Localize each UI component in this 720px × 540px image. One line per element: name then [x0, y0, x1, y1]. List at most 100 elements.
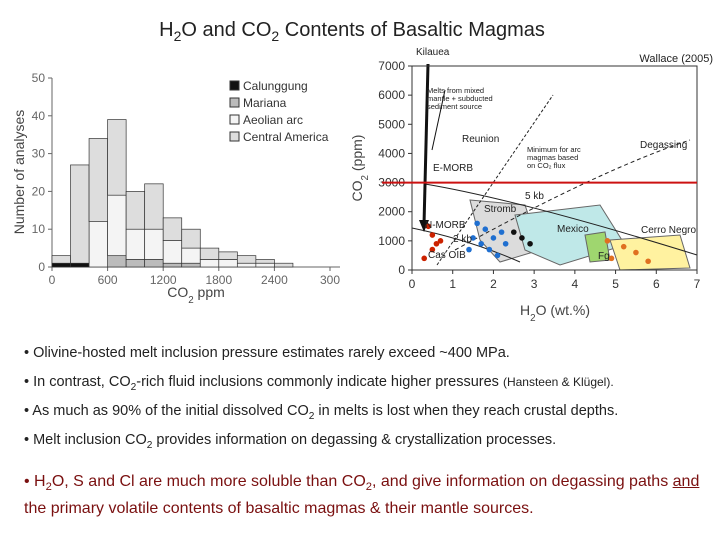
- bar: [255, 262, 275, 268]
- minimum-line: [436, 94, 554, 266]
- bar: [199, 247, 220, 260]
- bullet-text: • Olivine-hosted melt inclusion pressure…: [24, 345, 510, 361]
- annotation: mantle + subducted: [427, 94, 493, 103]
- annotation: Cerro Negro: [641, 225, 696, 236]
- y-tick-label: 0: [38, 260, 45, 274]
- bar: [125, 259, 146, 268]
- bullet-text: -rich fluid inclusions commonly indicate…: [136, 374, 503, 390]
- bar: [255, 259, 275, 264]
- isobar: [424, 183, 698, 256]
- x-tick-label: 5: [612, 277, 619, 291]
- annotation: Stromb: [484, 204, 517, 215]
- legend-swatch: [229, 131, 240, 142]
- x-tick-label: 2400: [261, 273, 288, 287]
- bullet-citation: (Hansteen & Klügel).: [502, 375, 614, 389]
- bar: [107, 255, 127, 268]
- annotation: Cas OIB: [428, 250, 466, 261]
- bullet-text: in melts is lost when they reach crustal…: [314, 403, 619, 419]
- bar: [51, 262, 71, 268]
- y-tick-label: 10: [32, 222, 46, 236]
- y-tick-label: 50: [32, 71, 46, 85]
- bar: [181, 228, 201, 249]
- legend-label: Aeolian arc: [243, 113, 303, 127]
- bar: [88, 221, 108, 268]
- point: [608, 255, 615, 262]
- annotation: 5 kb: [525, 191, 544, 202]
- bar: [162, 217, 183, 241]
- label-sub: 2: [530, 313, 535, 324]
- label-part: CO: [167, 284, 188, 300]
- bar: [218, 259, 238, 268]
- bullet-sub: 2: [308, 410, 315, 422]
- legend-label: Calunggung: [243, 79, 308, 93]
- bar: [236, 255, 257, 264]
- point: [604, 238, 611, 244]
- charts: H2O and CO2 Contents of Basaltic Magmas …: [11, 19, 713, 324]
- bullet-sub: 2: [130, 381, 137, 393]
- bullet-text: , and give information on degassing path…: [372, 473, 673, 490]
- point: [519, 235, 525, 241]
- bar: [218, 251, 238, 260]
- legend-swatch: [229, 114, 240, 125]
- y-tick-label: 7000: [378, 59, 405, 73]
- arrow: [431, 89, 446, 151]
- slide-title: H2O and CO2 Contents of Basaltic Magmas: [159, 19, 545, 44]
- point: [490, 235, 497, 241]
- point: [527, 240, 533, 247]
- y-tick-label: 2000: [378, 205, 405, 219]
- annotation: sediment source: [427, 102, 482, 111]
- bar: [88, 138, 108, 222]
- bar: [181, 262, 201, 268]
- y-tick-label: 1000: [378, 234, 405, 248]
- bar: [107, 194, 127, 257]
- label-part: (ppm): [349, 135, 365, 175]
- title-part: Contents of Basaltic Magmas: [279, 19, 545, 41]
- bullet-sub: 2: [146, 439, 153, 451]
- point: [425, 223, 432, 230]
- point: [466, 246, 472, 253]
- y-tick-label: 6000: [378, 88, 405, 102]
- title-sub: 2: [174, 28, 182, 44]
- bullet: • In contrast, CO2-rich fluid inclusions…: [24, 374, 714, 393]
- point: [470, 235, 476, 241]
- title-part: O and CO: [181, 19, 271, 41]
- bar: [125, 228, 146, 260]
- x-tick-label: 1800: [205, 273, 232, 287]
- point: [482, 226, 489, 232]
- bar: [199, 259, 220, 268]
- point: [502, 240, 509, 247]
- point: [494, 252, 501, 259]
- source: Wallace (2005): [639, 53, 713, 65]
- point: [498, 229, 505, 235]
- label-sub: 2: [360, 175, 371, 180]
- label-part: O (wt.%): [536, 302, 590, 318]
- bullet: • Melt inclusion CO2 provides informatio…: [24, 432, 714, 451]
- title-part: H: [159, 19, 173, 41]
- x-tick-label: 1: [449, 277, 456, 291]
- bar: [162, 240, 183, 264]
- bullet-text: • Melt inclusion CO: [24, 432, 147, 448]
- x-tick-label: 2: [490, 277, 497, 291]
- bar: [51, 255, 71, 264]
- title-sub: 2: [271, 28, 279, 44]
- legend-label: Central America: [243, 130, 329, 144]
- point: [474, 220, 480, 227]
- bullet: • Olivine-hosted melt inclusion pressure…: [24, 345, 714, 361]
- annotation: Melts from mixed: [427, 86, 484, 95]
- y-tick-label: 0: [398, 263, 405, 277]
- field: [609, 234, 691, 271]
- x-tick-label: 0: [409, 277, 416, 291]
- annotation: Fg: [598, 251, 610, 262]
- x-tick-label: 0: [49, 273, 56, 287]
- annotation: on CO₂ flux: [527, 161, 566, 170]
- bar: [162, 262, 183, 268]
- bullet-text: • H: [24, 473, 46, 490]
- bullet-underlined: and: [672, 473, 700, 490]
- label-part: H: [520, 302, 530, 318]
- bar: [144, 259, 164, 268]
- arrowhead: [419, 220, 429, 232]
- bullet-text: provides information on degassing & crys…: [152, 432, 557, 448]
- annotation: Minimum for arc: [527, 145, 581, 154]
- bar: [144, 228, 164, 260]
